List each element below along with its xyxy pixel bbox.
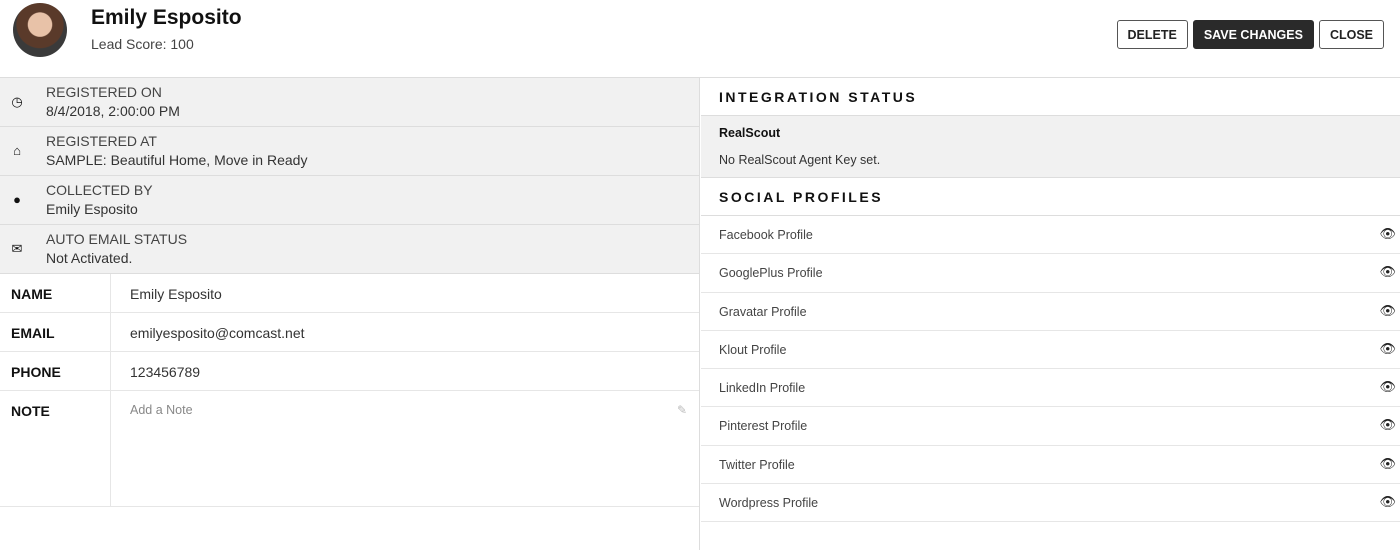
pencil-icon[interactable]: ✎ [676, 403, 687, 417]
eye-icon[interactable]: 👁 [1379, 226, 1396, 241]
info-row: ⌂ REGISTERED AT SAMPLE: Beautiful Home, Mo… [0, 127, 699, 176]
eye-icon[interactable]: 👁 [1379, 340, 1396, 356]
social-profile-row: GooglePlus Profile 👁 [701, 254, 1400, 293]
eye-icon[interactable]: 👁 [1379, 264, 1396, 280]
social-profile-row: Twitter Profile 👁 [701, 446, 1400, 485]
user-icon: ● [13, 192, 21, 207]
eye-icon[interactable]: 👁 [1379, 455, 1396, 471]
field-row: PHONE 123456789 [0, 352, 699, 391]
profile-name: Facebook Profile [719, 228, 813, 242]
profile-name: Twitter Profile [719, 457, 795, 472]
social-profile-row: Klout Profile 👁 [701, 331, 1400, 370]
close-button[interactable]: CLOSE [1318, 20, 1384, 49]
social-profile-row: Gravatar Profile 👁 [701, 293, 1400, 331]
social-profile-row: Pinterest Profile 👁 [701, 407, 1400, 446]
info-label: REGISTERED AT [46, 133, 157, 149]
field-label: NAME [0, 274, 111, 312]
save-changes-button[interactable]: SAVE CHANGES [1192, 20, 1314, 49]
profile-name: Wordpress Profile [719, 496, 819, 511]
delete-button[interactable]: DELETE [1116, 20, 1188, 49]
field-label: PHONE [0, 352, 111, 390]
info-value: SAMPLE: Beautiful Home, Move in Ready [46, 152, 308, 168]
profile-name: LinkedIn Profile [719, 381, 806, 396]
profile-name: Klout Profile [719, 342, 787, 357]
note-field[interactable]: NOTE Add a Note ✎ [0, 391, 699, 507]
profile-name: Gravatar Profile [719, 304, 807, 319]
field-label: NOTE [0, 391, 111, 506]
avatar [13, 3, 67, 57]
integrations-panel: INTEGRATION STATUS RealScout No RealScou… [701, 78, 1400, 550]
home-icon: ⌂ [13, 143, 21, 158]
integration-status-heading: INTEGRATION STATUS [701, 78, 1400, 116]
info-row: ● COLLECTED BY Emily Esposito [0, 176, 699, 225]
field-row: EMAIL emilyesposito@comcast.net [0, 313, 699, 352]
info-label: REGISTERED ON [46, 84, 162, 100]
social-profile-row: Wordpress Profile 👁 [701, 484, 1400, 523]
eye-icon[interactable]: 👁 [1379, 494, 1396, 510]
social-profile-row: LinkedIn Profile 👁 [701, 369, 1400, 408]
field-value[interactable]: Emily Esposito [130, 286, 222, 302]
eye-icon[interactable]: 👁 [1379, 379, 1396, 395]
profile-name: GooglePlus Profile [719, 266, 823, 281]
info-value: 8/4/2018, 2:00:00 PM [46, 103, 180, 119]
info-label: COLLECTED BY [46, 182, 153, 198]
eye-icon[interactable]: 👁 [1379, 302, 1396, 318]
social-profiles-heading: SOCIAL PROFILES [701, 178, 1400, 216]
note-input[interactable]: Add a Note [130, 403, 193, 417]
field-value[interactable]: 123456789 [130, 364, 201, 380]
field-value[interactable]: emilyesposito@comcast.net [130, 325, 305, 341]
lead-name: Emily Esposito [91, 6, 242, 29]
info-row: ◷ REGISTERED ON 8/4/2018, 2:00:00 PM [0, 78, 699, 127]
info-row: ✉ AUTO EMAIL STATUS Not Activated. [0, 225, 699, 274]
realscout-status: RealScout No RealScout Agent Key set. [701, 116, 1400, 178]
lead-details: ◷ REGISTERED ON 8/4/2018, 2:00:00 PM ⌂ REGIS… [0, 78, 700, 550]
clock-icon: ◷ [11, 94, 23, 109]
social-profile-row: Facebook Profile 👁 [701, 216, 1400, 255]
profile-name: Pinterest Profile [719, 419, 808, 434]
envelope-icon: ✉ [11, 241, 23, 256]
info-value: Emily Esposito [46, 201, 138, 217]
info-label: AUTO EMAIL STATUS [46, 231, 188, 247]
integration-status-text: No RealScout Agent Key set. [719, 153, 881, 167]
info-value: Not Activated. [46, 250, 133, 266]
eye-icon[interactable]: 👁 [1379, 417, 1396, 433]
lead-header: Emily Esposito Lead Score: 100 DELETE SA… [0, 0, 1400, 78]
integration-name: RealScout [719, 126, 781, 140]
field-label: EMAIL [0, 313, 111, 351]
lead-score: Lead Score: 100 [91, 36, 194, 52]
field-row: NAME Emily Esposito [0, 274, 699, 313]
